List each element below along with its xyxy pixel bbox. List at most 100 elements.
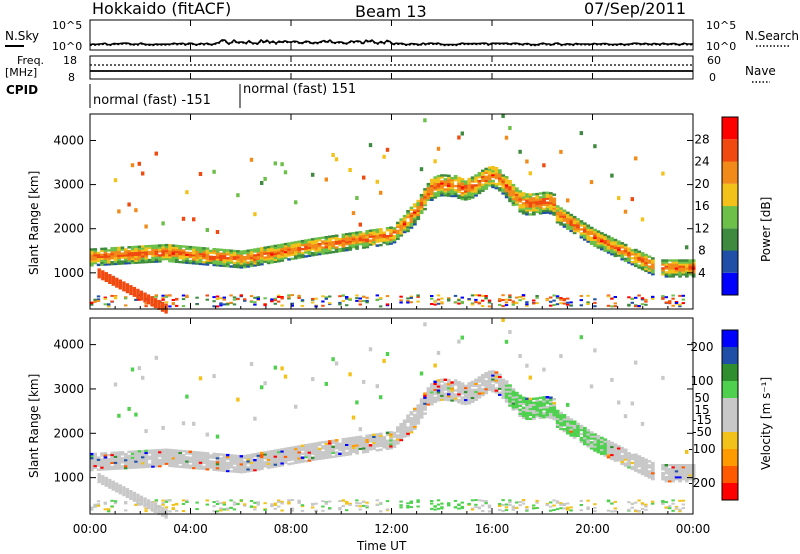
velocity-cell (137, 366, 141, 371)
velocity-cell (375, 435, 380, 438)
velocity-cell (260, 451, 264, 455)
power-cell (685, 245, 689, 250)
power-cell (229, 294, 233, 297)
power-cell (212, 251, 217, 255)
velocity-cell (484, 372, 489, 375)
velocity-cell (474, 506, 478, 509)
velocity-cell (151, 457, 155, 460)
velocity-cell (287, 462, 291, 466)
velocity-cell (433, 384, 438, 387)
power-cell (127, 246, 132, 249)
velocity-cell (532, 405, 536, 408)
power-cell (345, 240, 349, 244)
power-cell (113, 254, 118, 258)
power-cell (124, 250, 128, 253)
velocity-cell (151, 451, 155, 454)
velocity-cell (297, 447, 302, 450)
power-cell (290, 243, 295, 247)
power-cell (464, 190, 468, 193)
power-cell (270, 261, 274, 264)
velocity-cell (345, 445, 349, 448)
velocity-cell (185, 458, 189, 461)
velocity-cell (525, 413, 529, 416)
velocity-cell (559, 502, 563, 505)
velocity-cell (481, 373, 485, 377)
power-cell (273, 254, 278, 257)
power-cell (634, 156, 638, 161)
velocity-cell (331, 357, 335, 362)
velocity-cell (205, 499, 209, 502)
velocity-cell (362, 449, 366, 452)
velocity-cell (283, 447, 288, 450)
velocity-cell (338, 506, 342, 509)
power-cell (521, 194, 526, 197)
power-cell (171, 254, 176, 257)
power-cell (685, 271, 689, 274)
power-cell (678, 271, 682, 274)
velocity-cell (688, 478, 693, 481)
velocity-cell (481, 389, 485, 393)
velocity-cell (198, 453, 203, 456)
power-cell (406, 213, 410, 217)
power-cell (294, 241, 298, 244)
power-cell (515, 296, 519, 299)
power-cell (617, 240, 621, 243)
velocity-cell (396, 436, 400, 439)
power-cell (671, 269, 676, 272)
power-cell (334, 157, 339, 162)
velocity-cell (253, 458, 257, 462)
velocity-cell (168, 452, 172, 456)
velocity-cell (498, 375, 502, 378)
power-cell (215, 248, 220, 251)
velocity-cell (144, 465, 149, 469)
power-cell (137, 298, 141, 301)
power-cell (192, 262, 196, 265)
power-cell (664, 301, 668, 304)
velocity-cell (375, 437, 380, 440)
power-cell (158, 246, 162, 249)
power-cell (433, 182, 438, 185)
velocity-cell (430, 391, 434, 394)
power-cell (494, 169, 499, 172)
velocity-cell (640, 421, 645, 426)
velocity-cell (457, 399, 461, 402)
power-cell (634, 296, 638, 299)
power-cell (487, 184, 492, 187)
velocity-cell (324, 446, 329, 449)
velocity-cell (178, 451, 183, 454)
velocity-cell (331, 441, 336, 444)
velocity-cell (379, 448, 383, 451)
velocity-cell (205, 460, 210, 463)
power-cell (399, 232, 404, 235)
power-cell (589, 228, 594, 232)
power-cell (583, 232, 587, 235)
power-cell (487, 178, 492, 181)
power-cell (430, 192, 434, 195)
power-cell (555, 295, 560, 298)
velocity-cell (147, 463, 152, 466)
power-cell (117, 260, 121, 263)
velocity-cell (195, 453, 200, 456)
velocity-cell (436, 387, 441, 390)
power-cell (409, 220, 414, 223)
power-cell (300, 251, 305, 255)
velocity-cell (501, 504, 505, 506)
power-cell (600, 244, 604, 247)
velocity-cell (249, 463, 254, 466)
velocity-cell (559, 354, 563, 359)
power-cell (253, 303, 257, 306)
power-cell (280, 162, 284, 167)
velocity-cell (185, 499, 189, 502)
velocity-cell (290, 450, 295, 453)
power-cell (460, 186, 465, 189)
velocity-cell (413, 427, 417, 430)
velocity-cell (634, 510, 638, 513)
power-cell (270, 298, 274, 301)
power-cell (137, 245, 142, 248)
power-cell (562, 299, 566, 302)
power-cell (630, 297, 634, 300)
velocity-cell (202, 461, 206, 465)
power-cell (640, 297, 645, 300)
velocity-cell (273, 451, 278, 454)
power-cell (93, 258, 98, 261)
